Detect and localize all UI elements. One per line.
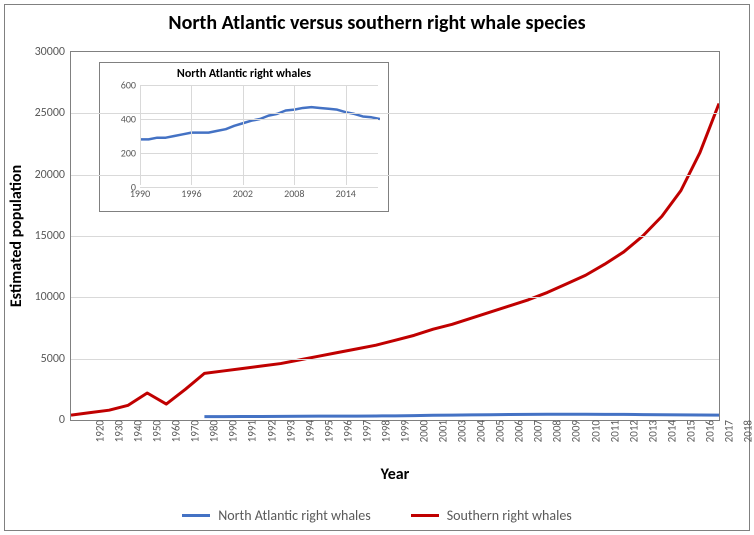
inset-y-tick-label: 200 (121, 147, 136, 160)
inset-y-tick-label: 600 (121, 79, 136, 92)
x-tick-label: 2001 (436, 420, 449, 442)
chart-container: North Atlantic versus southern right wha… (4, 4, 750, 531)
x-tick-label: 2013 (646, 420, 659, 442)
x-tick-label: 2015 (684, 420, 697, 442)
x-tick-label: 1993 (284, 420, 297, 442)
inset-series-line (140, 107, 380, 139)
legend: North Atlantic right whales Southern rig… (5, 507, 749, 524)
x-tick-label: 1997 (360, 420, 373, 442)
x-tick-label: 2012 (627, 420, 640, 442)
x-tick-label: 2004 (474, 420, 487, 442)
x-tick-label: 2007 (532, 420, 545, 442)
inset-line-svg (140, 85, 380, 187)
y-tick-label: 10000 (35, 290, 65, 304)
legend-label-srw: Southern right whales (447, 507, 572, 524)
x-tick-label: 1999 (398, 420, 411, 442)
y-tick-label: 20000 (35, 168, 65, 182)
x-tick-label: 1940 (131, 420, 144, 442)
legend-item-srw: Southern right whales (411, 507, 572, 524)
chart-frame: North Atlantic versus southern right wha… (0, 0, 754, 535)
x-tick-label: 1992 (265, 420, 278, 442)
x-tick-label: 1994 (303, 420, 316, 442)
x-tick-label: 1970 (189, 420, 202, 442)
legend-swatch-srw (411, 514, 439, 517)
x-tick-label: 2010 (589, 420, 602, 442)
legend-label-narw: North Atlantic right whales (218, 507, 370, 524)
inset-x-tick-label: 1990 (130, 187, 150, 200)
inset-title: North Atlantic right whales (100, 67, 388, 81)
x-tick-label: 1920 (93, 420, 106, 442)
series-line (204, 414, 719, 416)
x-tick-label: 1930 (112, 420, 125, 442)
y-tick-label: 25000 (35, 106, 65, 120)
inset-x-tick-label: 2008 (284, 187, 304, 200)
x-tick-label: 2005 (494, 420, 507, 442)
inset-x-tick-label: 1996 (181, 187, 201, 200)
x-tick-label: 2016 (703, 420, 716, 442)
inset-chart: North Atlantic right whales 020040060019… (99, 62, 389, 212)
y-axis-label: Estimated population (7, 51, 26, 421)
x-tick-label: 1950 (150, 420, 163, 442)
x-tick-label: 1995 (322, 420, 335, 442)
legend-item-narw: North Atlantic right whales (182, 507, 370, 524)
inset-x-tick-label: 2002 (233, 187, 253, 200)
y-tick-label: 15000 (35, 229, 65, 243)
x-axis-label: Year (70, 465, 720, 484)
x-tick-label: 1980 (208, 420, 221, 442)
x-tick-label: 2017 (722, 420, 735, 442)
x-tick-label: 2003 (455, 420, 468, 442)
x-tick-label: 1960 (170, 420, 183, 442)
plot-area: North Atlantic right whales 020040060019… (70, 51, 720, 421)
x-tick-label: 2006 (513, 420, 526, 442)
legend-swatch-narw (182, 514, 210, 517)
x-tick-label: 1990 (227, 420, 240, 442)
x-tick-label: 2000 (417, 420, 430, 442)
x-tick-label: 2011 (608, 420, 621, 442)
chart-title: North Atlantic versus southern right wha… (5, 11, 749, 35)
y-tick-label: 30000 (35, 45, 65, 59)
y-tick-label: 5000 (41, 352, 65, 366)
inset-plot-area: 020040060019901996200220082014 (140, 85, 378, 185)
inset-y-tick-label: 400 (121, 113, 136, 126)
y-tick-label: 0 (59, 413, 65, 427)
x-tick-label: 2009 (570, 420, 583, 442)
x-tick-label: 1996 (341, 420, 354, 442)
x-tick-label: 1991 (246, 420, 259, 442)
x-tick-label: 1998 (379, 420, 392, 442)
x-tick-label: 2008 (551, 420, 564, 442)
x-tick-label: 2018 (741, 420, 754, 442)
x-tick-label: 2014 (665, 420, 678, 442)
inset-x-tick-label: 2014 (336, 187, 356, 200)
